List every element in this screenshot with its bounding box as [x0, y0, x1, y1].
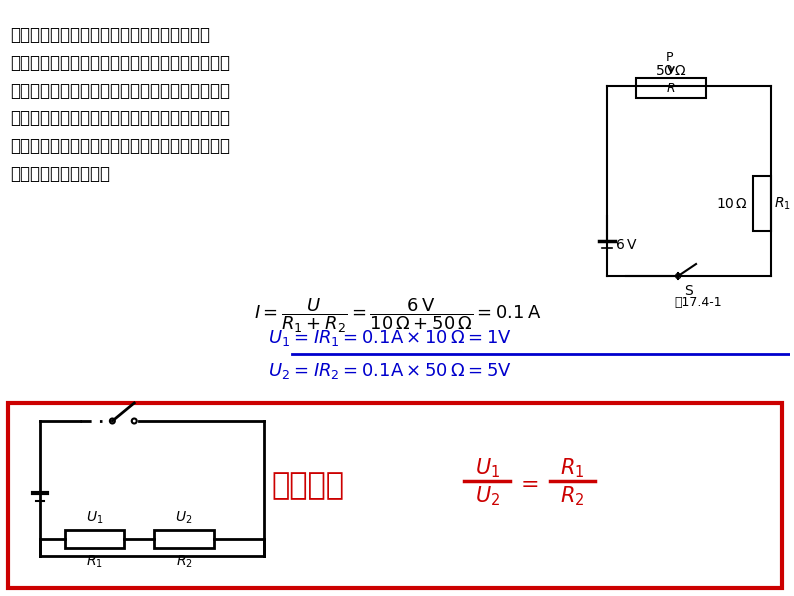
Text: $6\,\mathrm{V}$: $6\,\mathrm{V}$: [615, 238, 637, 252]
Text: $R_2$: $R_2$: [175, 554, 192, 570]
Text: S: S: [684, 284, 692, 298]
Text: $U_2$: $U_2$: [475, 484, 499, 508]
Text: $U_2=$: $U_2=$: [268, 361, 308, 381]
Bar: [154, 530, 214, 548]
Text: $I=\dfrac{U}{R_1+R_2}=\dfrac{6\,\mathrm{V}}{10\,\Omega+50\,\Omega}=0.1\,\mathrm{: $I=\dfrac{U}{R_1+R_2}=\dfrac{6\,\mathrm{…: [254, 297, 542, 336]
Text: $U_1$: $U_1$: [86, 510, 103, 526]
Text: 由上面的例题可以看出，串联电路中通过某个
电阻的电流或串联电路的电流，等于电源两端电压
除以各分电阻之和。另外还可以看出，当串联电路
中的一个电阻改变时，电路中: 由上面的例题可以看出，串联电路中通过某个 电阻的电流或串联电路的电流，等于电源两…: [10, 26, 230, 183]
Text: $U_1=$: $U_1=$: [268, 328, 308, 348]
Text: $R_2$: $R_2$: [560, 484, 584, 508]
Text: $R_1$: $R_1$: [560, 456, 584, 480]
Text: $R$: $R$: [666, 82, 676, 95]
Text: $U_2$: $U_2$: [175, 510, 193, 526]
Bar: [753, 176, 771, 231]
Text: $R_1$: $R_1$: [773, 195, 791, 212]
Text: $R_1$: $R_1$: [86, 554, 103, 570]
Text: P: P: [665, 51, 673, 64]
Text: 图17.4-1: 图17.4-1: [675, 296, 723, 309]
Text: $U_1$: $U_1$: [475, 456, 499, 480]
Text: 串联分压: 串联分压: [272, 471, 345, 501]
Text: $IR_1=0.1\mathrm{A}\times10\,\Omega=1\mathrm{V}$: $IR_1=0.1\mathrm{A}\times10\,\Omega=1\ma…: [313, 328, 512, 348]
FancyBboxPatch shape: [8, 403, 781, 588]
Text: $50\,\Omega$: $50\,\Omega$: [655, 64, 687, 78]
Text: $10\,\Omega$: $10\,\Omega$: [715, 197, 748, 210]
Bar: [636, 78, 706, 98]
Bar: [64, 530, 125, 548]
Text: $IR_2=0.1\mathrm{A}\times50\,\Omega=5\mathrm{V}$: $IR_2=0.1\mathrm{A}\times50\,\Omega=5\ma…: [313, 361, 512, 381]
Text: $=$: $=$: [516, 473, 538, 493]
